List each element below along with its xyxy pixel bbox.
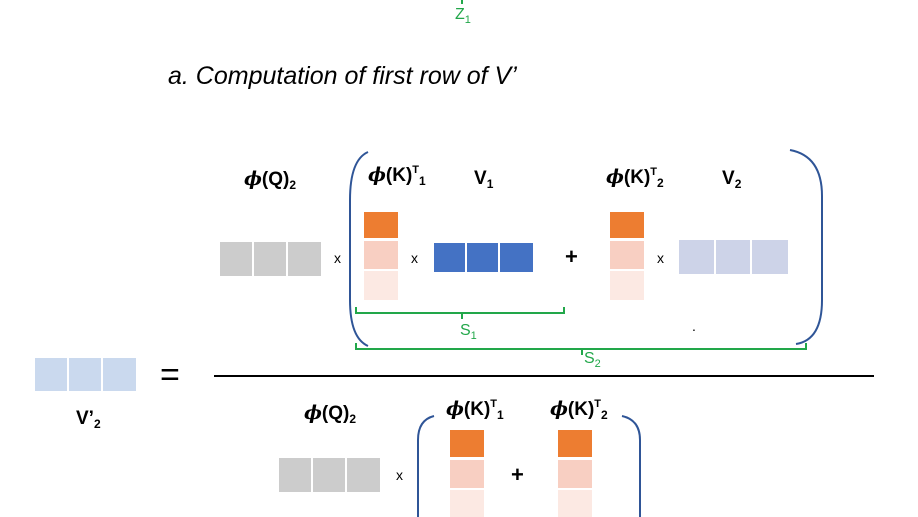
vector-cell: [610, 271, 644, 300]
label-v1: V1: [474, 168, 494, 191]
vector-cell: [279, 458, 313, 492]
vector-cell: [716, 240, 752, 274]
times-operator: x: [396, 467, 403, 483]
plus-operator: +: [565, 244, 578, 269]
vector-cell: [500, 243, 533, 272]
vector-cell: [467, 243, 500, 272]
right-bracket: [789, 149, 823, 345]
vector-cell: [450, 460, 484, 490]
figure-caption: a. Computation of first row of V’: [168, 62, 517, 90]
vector-cell: [610, 212, 644, 240]
vector-cell: [679, 240, 716, 274]
s2-label: S2: [584, 350, 601, 370]
s1-brace: [355, 307, 565, 314]
vector-cell: [450, 430, 484, 459]
vector-cell: [220, 242, 254, 276]
label-phi-kt2: ϕ(K)T2: [606, 166, 664, 190]
q2-row-vector: [220, 242, 321, 276]
times-operator: x: [411, 250, 418, 266]
den-kt1-column-vector: [450, 430, 484, 517]
vector-cell: [35, 358, 69, 391]
label-phi-kt1: ϕ(K)T1: [368, 164, 426, 188]
vector-cell: [450, 490, 484, 517]
v-prime-2-row-vector: [35, 358, 136, 391]
den-left-bracket: [417, 415, 435, 517]
v1-row-vector: [434, 243, 533, 272]
vector-cell: [558, 460, 592, 490]
stray-dot: .: [692, 318, 696, 334]
s1-label: S1: [460, 322, 477, 342]
vector-cell: [254, 242, 288, 276]
s2-brace: [355, 343, 807, 350]
vector-cell: [610, 241, 644, 271]
vector-cell: [752, 240, 788, 274]
vector-cell: [288, 242, 321, 276]
vector-cell: [364, 212, 398, 240]
den-q2-row-vector: [279, 458, 380, 492]
vector-cell: [347, 458, 380, 492]
plus-operator: +: [511, 462, 524, 487]
den-right-bracket: [621, 415, 641, 517]
v2-row-vector: [679, 240, 788, 274]
vector-cell: [69, 358, 103, 391]
vector-cell: [364, 241, 398, 271]
den-label-phi-kt1: ϕ(K)T1: [446, 398, 504, 422]
den-label-phi-q2: ϕ(Q)2: [304, 402, 357, 426]
left-bracket: [349, 151, 369, 347]
vector-cell: [434, 243, 467, 272]
vector-cell: [313, 458, 347, 492]
times-operator: x: [657, 250, 664, 266]
label-phi-q2: ϕ(Q)2: [244, 168, 297, 192]
den-label-phi-kt2: ϕ(K)T2: [550, 398, 608, 422]
vector-cell: [558, 490, 592, 517]
den-kt2-column-vector: [558, 430, 592, 517]
label-v2: V2: [722, 168, 742, 191]
z1-label: Z1: [455, 6, 471, 26]
vector-cell: [364, 271, 398, 300]
kt1-column-vector: [364, 212, 398, 300]
times-operator: x: [334, 250, 341, 266]
label-v-prime-2: V’2: [76, 408, 101, 431]
kt2-column-vector: [610, 212, 644, 300]
equals-operator: =: [160, 356, 180, 394]
vector-cell: [558, 430, 592, 459]
vector-cell: [103, 358, 136, 391]
